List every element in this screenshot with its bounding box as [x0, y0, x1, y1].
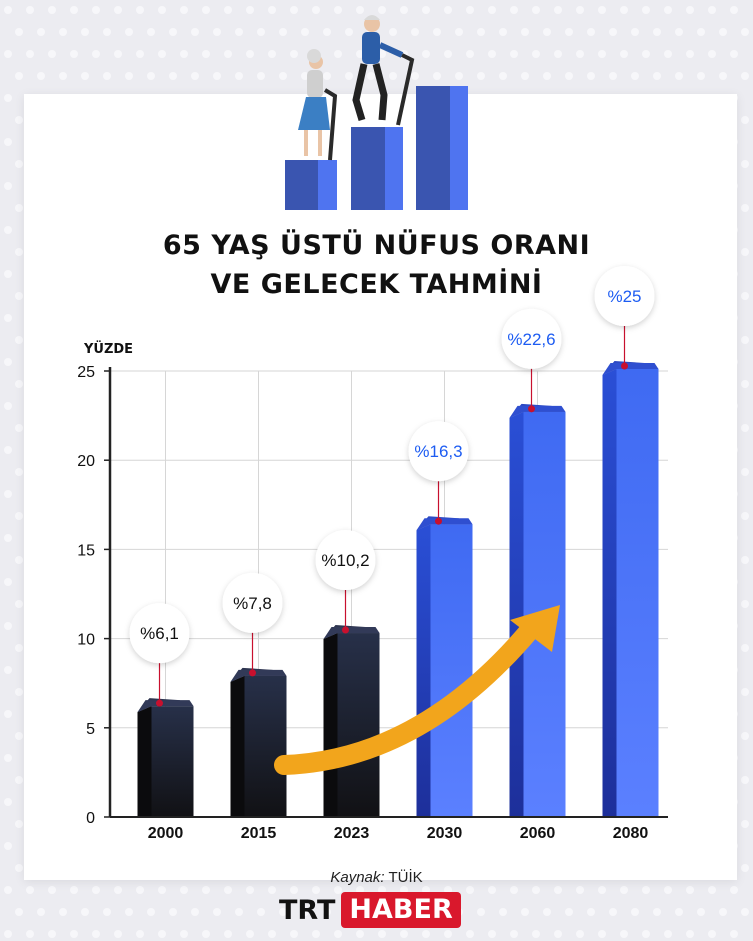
grandfather-figure-icon [352, 15, 415, 126]
data-label: %25 [607, 287, 641, 306]
bar-cap [230, 669, 287, 682]
data-label: %10,2 [321, 551, 369, 570]
chart-title: 65 YAŞ ÜSTÜ NÜFUS ORANI VE GELECEK TAHMİ… [0, 226, 753, 304]
x-tick-label: 2015 [241, 825, 277, 842]
step-blocks-icon [285, 86, 468, 210]
bar [151, 706, 194, 817]
elderly-couple-climbing-steps-illustration [285, 15, 468, 210]
label-marker [249, 669, 256, 677]
data-label-bubble [408, 421, 469, 482]
growth-arrow-shaft [274, 620, 540, 775]
bar-side [509, 411, 524, 817]
source-note: Kaynak: TÜİK [0, 869, 753, 886]
title-line-1: 65 YAŞ ÜSTÜ NÜFUS ORANI [162, 230, 591, 261]
label-marker [621, 362, 628, 370]
bar-side [602, 369, 617, 817]
data-label: %16,3 [414, 442, 462, 461]
grandmother-figure-icon [298, 49, 338, 161]
bar [244, 675, 287, 817]
data-label-bubble [129, 603, 190, 664]
data-label-bubble [315, 530, 376, 591]
y-axis-label: YÜZDE [83, 341, 133, 357]
y-tick-label: 0 [86, 810, 95, 827]
bar-cap [509, 405, 566, 418]
bar [337, 633, 380, 817]
y-tick-label: 20 [77, 453, 95, 470]
data-label: %6,1 [140, 624, 179, 643]
label-marker [156, 699, 163, 707]
trt-haber-logo: TRT HABER [279, 892, 461, 928]
bar-side [230, 675, 245, 817]
x-tick-label: 2023 [334, 825, 370, 842]
source-label: Kaynak: [330, 869, 385, 886]
y-tick-label: 10 [77, 632, 95, 649]
data-label-bubble [594, 266, 655, 326]
bar-cap [137, 700, 194, 713]
bar-cap [323, 627, 380, 640]
y-tick-label: 25 [77, 364, 95, 381]
label-marker [342, 626, 349, 634]
bar-cap [416, 518, 473, 531]
bar [430, 524, 473, 817]
data-label: %22,6 [507, 330, 555, 349]
title-line-2: VE GELECEK TAHMİNİ [210, 269, 543, 300]
x-tick-label: 2060 [520, 825, 556, 842]
bar-side [137, 706, 152, 817]
bar-side [323, 633, 338, 817]
growth-arrow-icon [274, 605, 560, 775]
bar-side [416, 524, 431, 817]
growth-arrow-head [510, 605, 560, 652]
data-label-bubble [222, 572, 283, 633]
bar-cap [602, 363, 659, 375]
label-marker [528, 405, 535, 413]
y-tick-label: 15 [77, 542, 95, 559]
bar [616, 369, 659, 817]
data-label: %7,8 [233, 594, 272, 613]
label-marker [435, 517, 442, 525]
x-tick-label: 2030 [427, 825, 463, 842]
data-label-bubble [501, 308, 562, 369]
x-tick-label: 2080 [613, 825, 649, 842]
logo-haber: HABER [341, 892, 461, 928]
logo-trt: TRT [279, 894, 336, 926]
y-tick-label: 5 [86, 721, 95, 738]
x-tick-label: 2000 [148, 825, 184, 842]
source-value: TÜİK [388, 869, 423, 886]
